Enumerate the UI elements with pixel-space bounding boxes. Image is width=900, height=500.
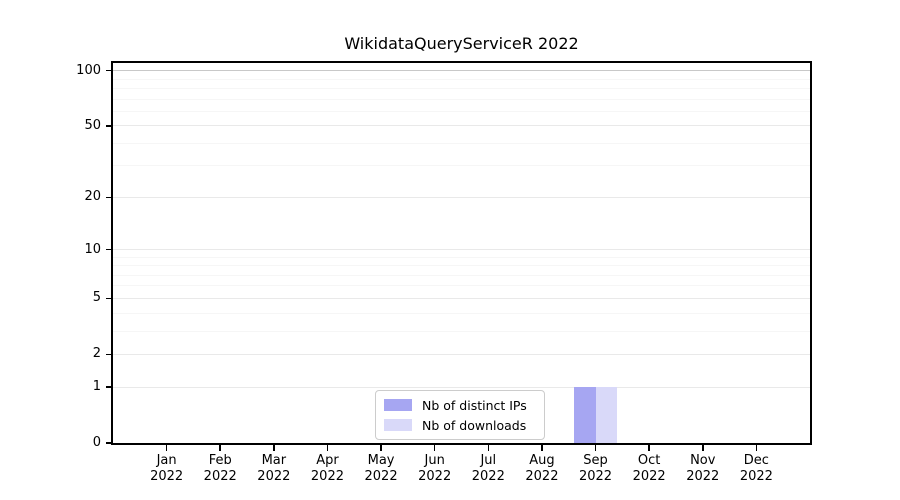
grid-line-minor [113,78,810,80]
x-tick-label: Oct 2022 [632,453,666,484]
y-tick [106,297,111,300]
x-tick-label: Aug 2022 [525,453,559,484]
y-tick [106,353,111,356]
chart-title: WikidataQueryServiceR 2022 [344,34,579,53]
x-tick-label: Sep 2022 [578,453,613,484]
grid-line-minor [113,265,810,267]
x-tick-label: May 2022 [364,453,398,484]
grid-line-major [113,125,810,127]
y-tick [106,386,111,388]
x-tick-label: Jan 2022 [150,453,184,484]
legend-label-distinct-ips: Nb of distinct IPs [422,397,527,413]
y-tick [106,196,111,199]
plot-area: 0 1 2 5 10 20 50 100 Jan 2022 Feb 2022 Mar 2022 Apr… [76,61,812,484]
bar-downloads-sep [595,387,617,443]
grid-line-minor [113,87,810,89]
grid-line-major [113,353,810,355]
y-tick [106,248,111,251]
y-tick-label: 1 [92,379,101,395]
grid-line-minor [113,98,810,100]
legend-item-downloads: Nb of downloads [384,415,536,435]
legend: Nb of distinct IPs Nb of downloads [375,390,545,440]
grid-line-minor [113,330,810,332]
x-tick-label: Nov 2022 [686,453,720,484]
grid-line-minor [113,110,810,112]
x-tick-label: Jul 2022 [471,453,505,484]
y-tick-label: 100 [76,62,101,78]
legend-item-distinct-ips: Nb of distinct IPs [384,395,536,415]
x-tick-label: Feb 2022 [203,453,237,484]
x-tick [702,443,704,451]
grid-line-major [113,196,810,198]
y-tick-label: 5 [92,290,101,306]
grid-line-minor [113,142,810,144]
grid-line-major [113,249,810,251]
x-tick [380,443,382,451]
y-tick [106,442,111,444]
x-tick [594,443,597,451]
grid-line-major [113,386,810,388]
x-tick [755,443,758,451]
x-tick [487,443,490,451]
x-tick [165,443,168,451]
x-tick-label: Apr 2022 [310,453,344,484]
x-tick [273,443,275,451]
y-tick-label: 10 [84,241,101,257]
x-tick [433,443,436,451]
grid-line-major [113,297,810,299]
grid-line-minor [113,165,810,167]
x-tick-label: Jun 2022 [418,453,452,484]
legend-swatch-distinct-ips [384,399,412,411]
legend-label-downloads: Nb of downloads [422,417,527,433]
y-tick-label: 2 [92,346,101,362]
grid-line-major [113,70,810,72]
x-tick [648,443,650,451]
x-tick [541,443,543,451]
x-tick [219,443,221,451]
x-tick-label: Mar 2022 [257,453,291,484]
y-tick-label: 0 [92,435,101,450]
legend-swatch-downloads [384,419,412,431]
y-tick-label: 50 [84,117,101,133]
y-tick-label: 20 [84,189,101,205]
y-tick [106,69,111,72]
grid-line-minor [113,256,810,258]
grid-line-minor [113,274,810,276]
x-tick-label: Dec 2022 [739,453,773,484]
bar-distinct-ips-sep [574,387,596,443]
grid-line-minor [113,285,810,287]
x-tick [326,443,329,451]
y-tick [106,125,111,127]
grid-line-minor [113,312,810,314]
